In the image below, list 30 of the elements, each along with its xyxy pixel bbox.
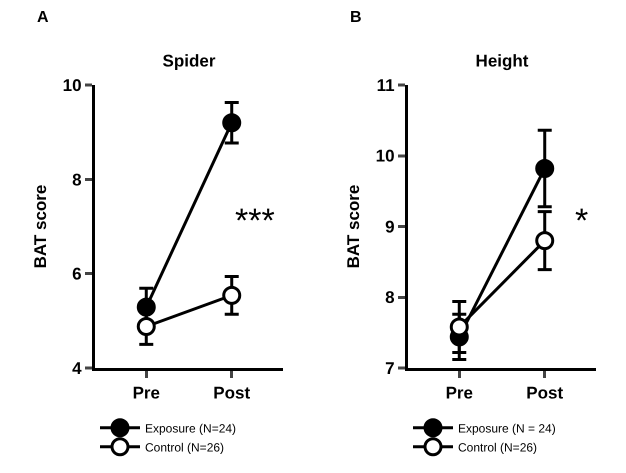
chart-title: Spider bbox=[162, 51, 216, 70]
point bbox=[535, 158, 554, 178]
legend-label: Exposure (N = 24) bbox=[458, 421, 556, 436]
y-tick-label: 10 bbox=[62, 76, 82, 95]
y-tick-label: 8 bbox=[385, 288, 395, 308]
point bbox=[222, 113, 242, 132]
legend-label: Control (N=26) bbox=[145, 440, 224, 454]
y-tick-label: 7 bbox=[385, 358, 395, 378]
y-tick-label: 9 bbox=[385, 217, 395, 236]
y-axis-title: BAT score bbox=[31, 184, 50, 268]
legend-label: Exposure (N=24) bbox=[145, 421, 236, 436]
y-tick-label: 4 bbox=[72, 358, 82, 378]
text: B bbox=[350, 9, 362, 26]
point bbox=[222, 286, 242, 305]
legend-label: Control (N=26) bbox=[458, 440, 538, 454]
x-tick-label: Post bbox=[213, 383, 250, 402]
x-tick-label: Pre bbox=[132, 383, 160, 402]
x-tick-label: Post bbox=[526, 383, 564, 402]
y-axis-title: BAT score bbox=[344, 184, 364, 268]
y-tick-label: 6 bbox=[72, 264, 82, 284]
point bbox=[136, 316, 156, 336]
x-tick-label: Pre bbox=[446, 383, 473, 402]
y-tick-label: 10 bbox=[376, 146, 395, 166]
text: A bbox=[37, 9, 49, 26]
chart-title: Height bbox=[476, 51, 529, 70]
y-tick-label: 11 bbox=[376, 76, 395, 95]
annotation: *** bbox=[235, 202, 275, 240]
y-tick-label: 8 bbox=[72, 170, 82, 190]
annotation: * bbox=[575, 202, 588, 240]
point bbox=[535, 231, 554, 250]
